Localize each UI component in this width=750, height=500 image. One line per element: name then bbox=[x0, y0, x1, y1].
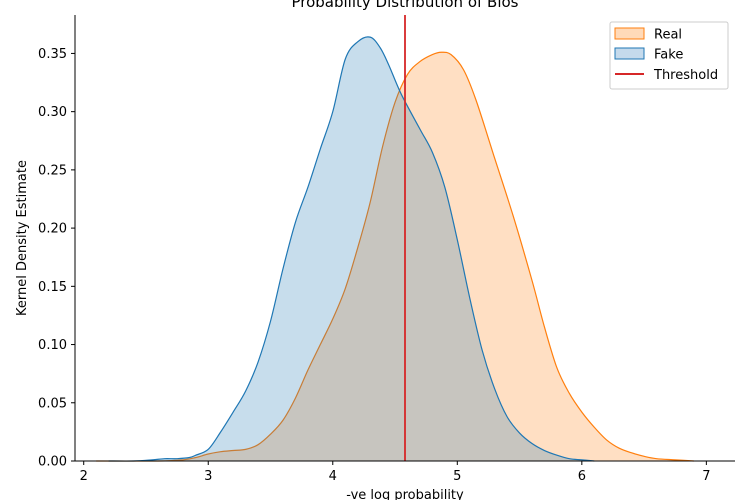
x-tick-label: 2 bbox=[80, 469, 88, 484]
y-tick-label: 0.10 bbox=[38, 338, 67, 353]
y-tick-label: 0.25 bbox=[38, 163, 67, 178]
legend-swatch-real bbox=[614, 27, 645, 40]
x-axis-title: -ve log probability bbox=[346, 488, 464, 500]
legend-label-threshold: Threshold bbox=[653, 68, 718, 83]
x-tick-label: 6 bbox=[578, 469, 586, 484]
y-tick-label: 0.05 bbox=[38, 396, 67, 411]
x-tick-label: 4 bbox=[329, 469, 337, 484]
y-tick-label: 0.35 bbox=[38, 47, 67, 62]
x-tick-label: 5 bbox=[453, 469, 461, 484]
chart-title: Probability Distribution of Bios bbox=[291, 0, 518, 11]
legend-swatch-fake bbox=[614, 47, 645, 60]
y-tick-label: 0.20 bbox=[38, 222, 67, 237]
y-tick-label: 0.00 bbox=[38, 455, 67, 470]
x-tick-label: 3 bbox=[204, 469, 212, 484]
y-tick-label: 0.15 bbox=[38, 280, 67, 295]
y-axis-title: Kernel Density Estimate bbox=[15, 160, 30, 316]
curve-fake bbox=[108, 36, 595, 462]
legend-label-fake: Fake bbox=[654, 48, 683, 63]
y-tick-label: 0.30 bbox=[38, 105, 67, 120]
x-tick-label: 7 bbox=[702, 469, 710, 484]
curve-real bbox=[96, 51, 694, 462]
legend: Real Fake Threshold bbox=[609, 21, 729, 90]
area-fake bbox=[108, 36, 595, 462]
area-real bbox=[96, 52, 694, 462]
legend-label-real: Real bbox=[654, 28, 682, 43]
